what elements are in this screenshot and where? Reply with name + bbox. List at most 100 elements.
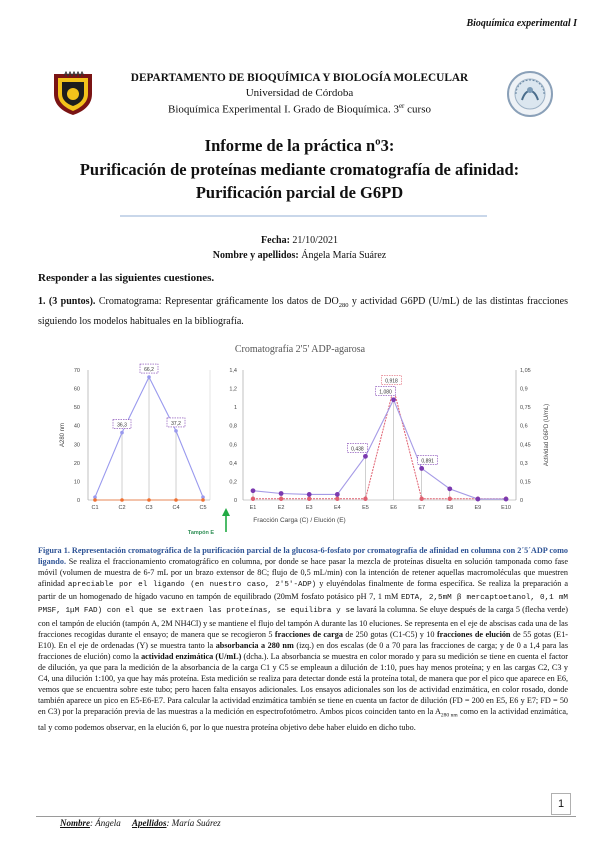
elucion-x-tick-label: E3 <box>306 505 313 511</box>
carga-data-label-box <box>139 363 159 374</box>
elucion-y2-tick-label: 0,15 <box>520 479 531 485</box>
absorbance-point <box>503 496 509 502</box>
carga-y-tick-label: 0 <box>77 498 80 504</box>
absorbance-point <box>363 453 368 459</box>
elucion-y-tick-label: 1,4 <box>229 368 237 374</box>
carga-data-label-box <box>166 417 186 428</box>
absorbance-point <box>391 397 396 403</box>
title-divider <box>120 215 487 217</box>
chromatogram-chart: Cromatografía 2'5' ADP-agarosa 010203040… <box>60 344 550 536</box>
elucion-x-tick-label: E1 <box>250 505 257 511</box>
carga-x-tick-label: C5 <box>199 505 206 511</box>
carga-point <box>120 498 124 502</box>
elucion-y2-tick-label: 0,6 <box>520 424 528 430</box>
chart-title: Cromatografía 2'5' ADP-agarosa <box>235 344 366 355</box>
footer-author: Nombre: Ángela Apellidos: María Suárez <box>60 818 221 828</box>
carga-data-label: 36,3 <box>117 423 127 429</box>
carga-point <box>201 498 205 502</box>
question-1: 1. (3 puntos). Cromatograma: Representar… <box>38 296 568 327</box>
elution-marker-label: Tampón E <box>188 530 215 536</box>
elucion-x-tick-label: E6 <box>390 505 397 511</box>
elucion-y2-tick-label: 0 <box>520 498 523 504</box>
section-heading: Responder a las siguientes cuestiones. <box>38 272 215 284</box>
carga-y-tick-label: 70 <box>74 368 80 374</box>
elucion-y-tick-label: 1,2 <box>229 387 237 393</box>
elucion-y2-tick-label: 0,9 <box>520 387 528 393</box>
activity-point <box>278 496 284 501</box>
absorbance-point <box>306 492 312 497</box>
elucion-y-tick-label: 0,2 <box>229 479 237 485</box>
elucion-y2-tick-label: 0,3 <box>520 461 528 467</box>
elucion-y2-tick-label: 0,75 <box>520 405 531 411</box>
carga-y-axis-label: A280 nm <box>60 423 66 447</box>
carga-y-tick-label: 40 <box>74 424 80 430</box>
activity-series-line <box>253 388 506 500</box>
elucion-y2-tick-label: 1,05 <box>520 368 531 374</box>
elucion-data-label: 1,080 <box>379 390 392 396</box>
absorbance-point <box>419 466 425 471</box>
elucion-data-label-box <box>375 386 396 397</box>
report-title-line3: Purificación parcial de G6PD <box>195 183 404 202</box>
x-axis-label: Fracción Carga (C) / Elución (E) <box>253 517 345 524</box>
absorbance-point <box>278 491 284 496</box>
carga-x-tick-label: C4 <box>172 505 179 511</box>
absorbance-point <box>475 496 481 502</box>
elucion-y-tick-label: 0 <box>234 498 237 504</box>
carga-data-label: 66,2 <box>144 367 154 373</box>
carga-x-tick-label: C1 <box>91 505 98 511</box>
elucion-x-tick-label: E2 <box>278 505 285 511</box>
carga-point <box>174 429 178 433</box>
carga-x-tick-label: C3 <box>145 505 152 511</box>
elution-arrowhead <box>222 508 230 516</box>
elucion-y2-tick-label: 0,45 <box>520 442 531 448</box>
carga-y-tick-label: 20 <box>74 461 80 467</box>
carga-data-label-box <box>112 419 132 429</box>
carga-y-tick-label: 30 <box>74 442 80 448</box>
right-y-axis-label: Actividad G6PD (U/mL) <box>544 404 550 466</box>
university-crest-logo <box>54 70 92 115</box>
elucion-data-label: 0,438 <box>351 446 364 452</box>
elucion-x-tick-label: E7 <box>418 505 425 511</box>
carga-point <box>93 495 97 500</box>
elucion-x-tick-label: E8 <box>446 505 453 511</box>
activity-point <box>307 496 312 501</box>
elucion-x-tick-label: E9 <box>475 505 482 511</box>
author-line: Nombre y apellidos: Ángela María Suárez <box>212 250 387 261</box>
elucion-data-label-box <box>417 455 438 465</box>
absorbance-point <box>250 488 256 494</box>
activity-point <box>419 496 424 501</box>
footer-divider <box>36 816 576 817</box>
carga-point <box>147 498 151 502</box>
activity-point <box>335 496 340 501</box>
carga-point <box>147 375 151 379</box>
course-line: Bioquímica Experimental I. Grado de Bioq… <box>168 102 431 116</box>
carga-x-tick-label: C2 <box>118 505 125 511</box>
carga-point <box>174 498 178 502</box>
report-title-line1: Informe de la práctica nº3: <box>204 136 395 155</box>
carga-point <box>120 430 124 435</box>
elucion-data-label: 0,891 <box>421 458 434 464</box>
elucion-x-tick-label: E10 <box>501 505 511 511</box>
elucion-y-tick-label: 0,4 <box>229 461 237 467</box>
department-seal-logo <box>507 71 553 117</box>
carga-point <box>201 495 205 500</box>
carga-y-tick-label: 60 <box>74 387 80 393</box>
elucion-y-tick-label: 0,8 <box>229 424 237 430</box>
absorbance-point <box>447 486 453 492</box>
absorbance-point <box>334 492 340 497</box>
activity-point <box>363 496 368 501</box>
activity-point <box>447 496 452 501</box>
elucion-y-tick-label: 0,6 <box>229 442 237 448</box>
department-name: DEPARTAMENTO DE BIOQUÍMICA Y BIOLOGÍA MO… <box>130 72 469 84</box>
elucion-x-tick-label: E4 <box>334 505 341 511</box>
report-title-line2: Purificación de proteínas mediante croma… <box>79 160 520 179</box>
absorbance-series-line <box>252 398 506 500</box>
elucion-data-label-box <box>347 443 368 453</box>
university-name: Universidad de Córdoba <box>245 87 354 99</box>
carga-data-label: 37,2 <box>171 421 181 427</box>
activity-point <box>250 496 256 501</box>
carga-y-tick-label: 50 <box>74 405 80 411</box>
running-header: Bioquímica experimental I <box>466 18 577 29</box>
elucion-data-label-box <box>381 375 402 385</box>
elucion-x-tick-label: E5 <box>362 505 369 511</box>
